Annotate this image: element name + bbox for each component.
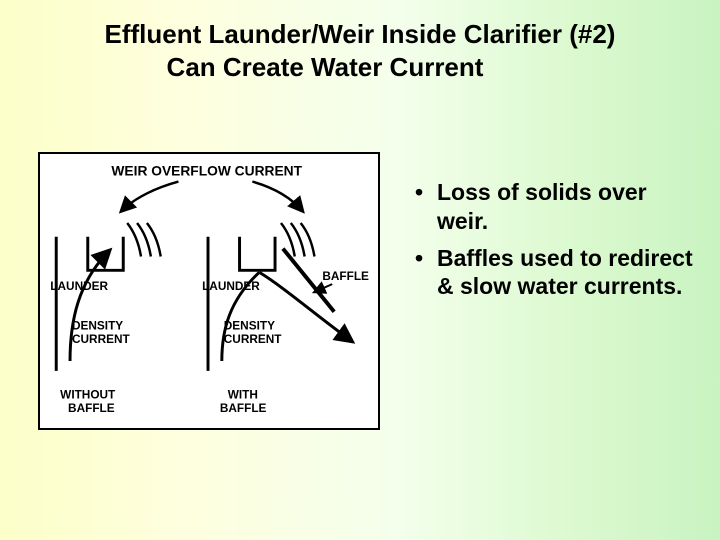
clarifier-diagram: WEIR OVERFLOW CURRENT LAUNDER DENSITY CU… — [38, 152, 380, 430]
bullet-list: Loss of solids over weir. Baffles used t… — [415, 178, 700, 309]
label-without-1: WITHOUT — [60, 387, 116, 401]
bullet-item-2: Baffles used to redirect & slow water cu… — [415, 244, 700, 302]
label-with-1: WITH — [228, 387, 258, 401]
label-weir-overflow: WEIR OVERFLOW CURRENT — [111, 164, 302, 179]
label-current-right-1: CURRENT — [224, 332, 283, 346]
label-launder-left: LAUNDER — [50, 279, 108, 293]
bullet-item-1: Loss of solids over weir. — [415, 178, 700, 236]
label-without-2: BAFFLE — [68, 401, 115, 415]
right-launder — [240, 237, 275, 271]
label-density-left-1: DENSITY — [72, 318, 123, 332]
label-current-left-1: CURRENT — [72, 332, 131, 346]
label-baffle: BAFFLE — [322, 269, 369, 283]
label-density-right-1: DENSITY — [224, 318, 275, 332]
left-overflow-tick-1 — [127, 223, 141, 257]
title-line-2: Can Create Water Current — [0, 51, 720, 84]
label-launder-right: LAUNDER — [202, 279, 260, 293]
arrow-label-right — [252, 182, 302, 212]
label-with-2: BAFFLE — [220, 401, 267, 415]
title-line-1: Effluent Launder/Weir Inside Clarifier (… — [0, 18, 720, 51]
diagram-svg: WEIR OVERFLOW CURRENT LAUNDER DENSITY CU… — [40, 154, 378, 428]
slide-title: Effluent Launder/Weir Inside Clarifier (… — [0, 18, 720, 83]
arrow-label-left — [121, 182, 178, 212]
